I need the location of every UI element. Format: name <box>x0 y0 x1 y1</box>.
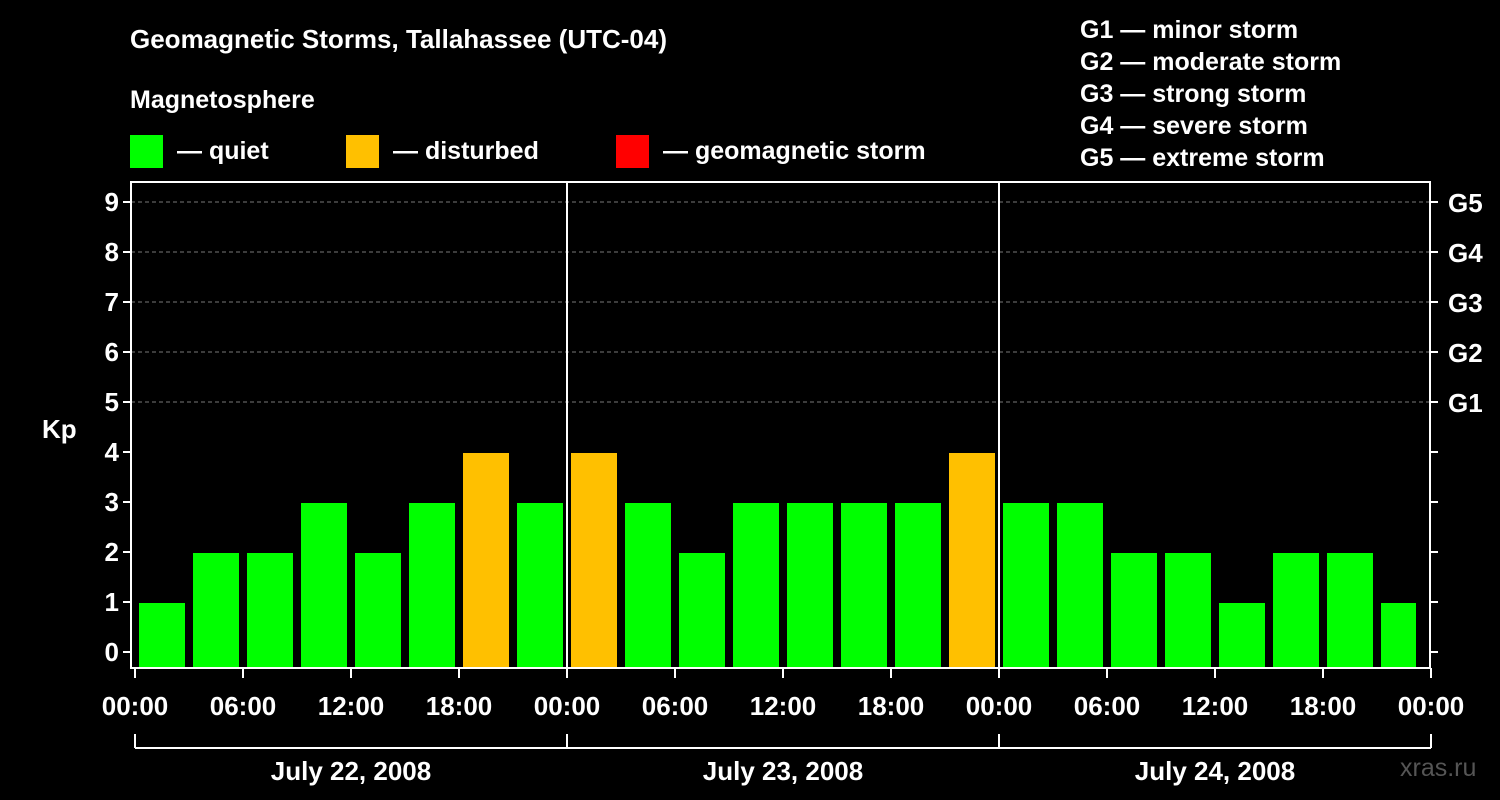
kp-bar <box>1057 503 1103 668</box>
y-tick-label: 9 <box>105 187 119 217</box>
y-axis-label: Kp <box>42 414 77 444</box>
legend-disturbed-label: — disturbed <box>393 136 539 165</box>
x-tick-label: 06:00 <box>210 691 277 721</box>
kp-bar <box>679 553 725 668</box>
y-tick-label: 5 <box>105 387 119 417</box>
plot-frame <box>130 181 1431 669</box>
kp-bar <box>463 453 509 668</box>
x-tick-label: 00:00 <box>102 691 169 721</box>
x-tick-label: 00:00 <box>1398 691 1465 721</box>
y-tick-label: 4 <box>105 437 120 467</box>
x-tick-label: 00:00 <box>534 691 601 721</box>
legend-disturbed: — disturbed <box>346 134 539 168</box>
kp-bar <box>517 503 563 668</box>
storm-level-list: G1 — minor storm G2 — moderate storm G3 … <box>1080 14 1341 174</box>
kp-bar <box>1003 503 1049 668</box>
x-tick-label: 12:00 <box>318 691 385 721</box>
kp-bar <box>355 553 401 668</box>
magnetosphere-label: Magnetosphere <box>130 86 315 114</box>
g-scale-label: G4 <box>1448 238 1483 268</box>
x-tick-label: 18:00 <box>1290 691 1357 721</box>
day-label: July 23, 2008 <box>703 756 863 786</box>
kp-bar <box>841 503 887 668</box>
legend-quiet-swatch <box>130 134 163 168</box>
kp-bar <box>1273 553 1319 668</box>
x-tick-label: 18:00 <box>858 691 925 721</box>
storm-level-g5: G5 — extreme storm <box>1080 144 1325 172</box>
chart-title: Geomagnetic Storms, Tallahassee (UTC-04) <box>130 24 668 54</box>
x-tick-label: 00:00 <box>966 691 1033 721</box>
day-label: July 24, 2008 <box>1135 756 1295 786</box>
kp-bar <box>409 503 455 668</box>
kp-bar <box>1219 603 1265 668</box>
storm-level-g3: G3 — strong storm <box>1080 80 1307 108</box>
y-tick-label: 1 <box>105 587 119 617</box>
kp-bar <box>571 453 617 668</box>
legend-storm-label: — geomagnetic storm <box>663 136 926 165</box>
day-label: July 22, 2008 <box>271 756 431 786</box>
g-scale-label: G5 <box>1448 188 1483 218</box>
g-scale-label: G3 <box>1448 288 1483 318</box>
kp-bar <box>787 503 833 668</box>
kp-bar <box>1381 603 1416 668</box>
y-tick-label: 0 <box>105 637 119 667</box>
legend-quiet-label: — quiet <box>177 136 269 165</box>
storm-level-g1: G1 — minor storm <box>1080 16 1299 44</box>
y-tick-label: 8 <box>105 237 119 267</box>
kp-bar <box>1165 553 1211 668</box>
g-scale-label: G2 <box>1448 338 1483 368</box>
kp-bar <box>139 603 185 668</box>
kp-bar <box>625 503 671 668</box>
kp-bar <box>733 503 779 668</box>
legend-quiet: — quiet <box>130 134 269 168</box>
kp-bar <box>1111 553 1157 668</box>
storm-level-g2: G2 — moderate storm <box>1080 48 1342 76</box>
x-tick-label: 06:00 <box>1074 691 1141 721</box>
legend-storm: — geomagnetic storm <box>616 134 926 168</box>
kp-bar <box>193 553 239 668</box>
x-tick-label: 06:00 <box>642 691 709 721</box>
y-tick-label: 3 <box>105 487 119 517</box>
legend-storm-swatch <box>616 134 649 168</box>
kp-bar <box>895 503 941 668</box>
y-tick-label: 2 <box>105 537 119 567</box>
x-tick-label: 12:00 <box>1182 691 1249 721</box>
g-scale-label: G1 <box>1448 388 1483 418</box>
storm-level-g4: G4 — severe storm <box>1080 112 1308 140</box>
kp-bar <box>949 453 995 668</box>
watermark: xras.ru <box>1400 754 1477 782</box>
x-tick-label: 18:00 <box>426 691 493 721</box>
x-tick-label: 12:00 <box>750 691 817 721</box>
y-tick-label: 6 <box>105 337 119 367</box>
legend-disturbed-swatch <box>346 134 379 168</box>
kp-bar <box>1327 553 1373 668</box>
y-tick-label: 7 <box>105 287 119 317</box>
kp-bar <box>301 503 347 668</box>
kp-bar <box>247 553 293 668</box>
